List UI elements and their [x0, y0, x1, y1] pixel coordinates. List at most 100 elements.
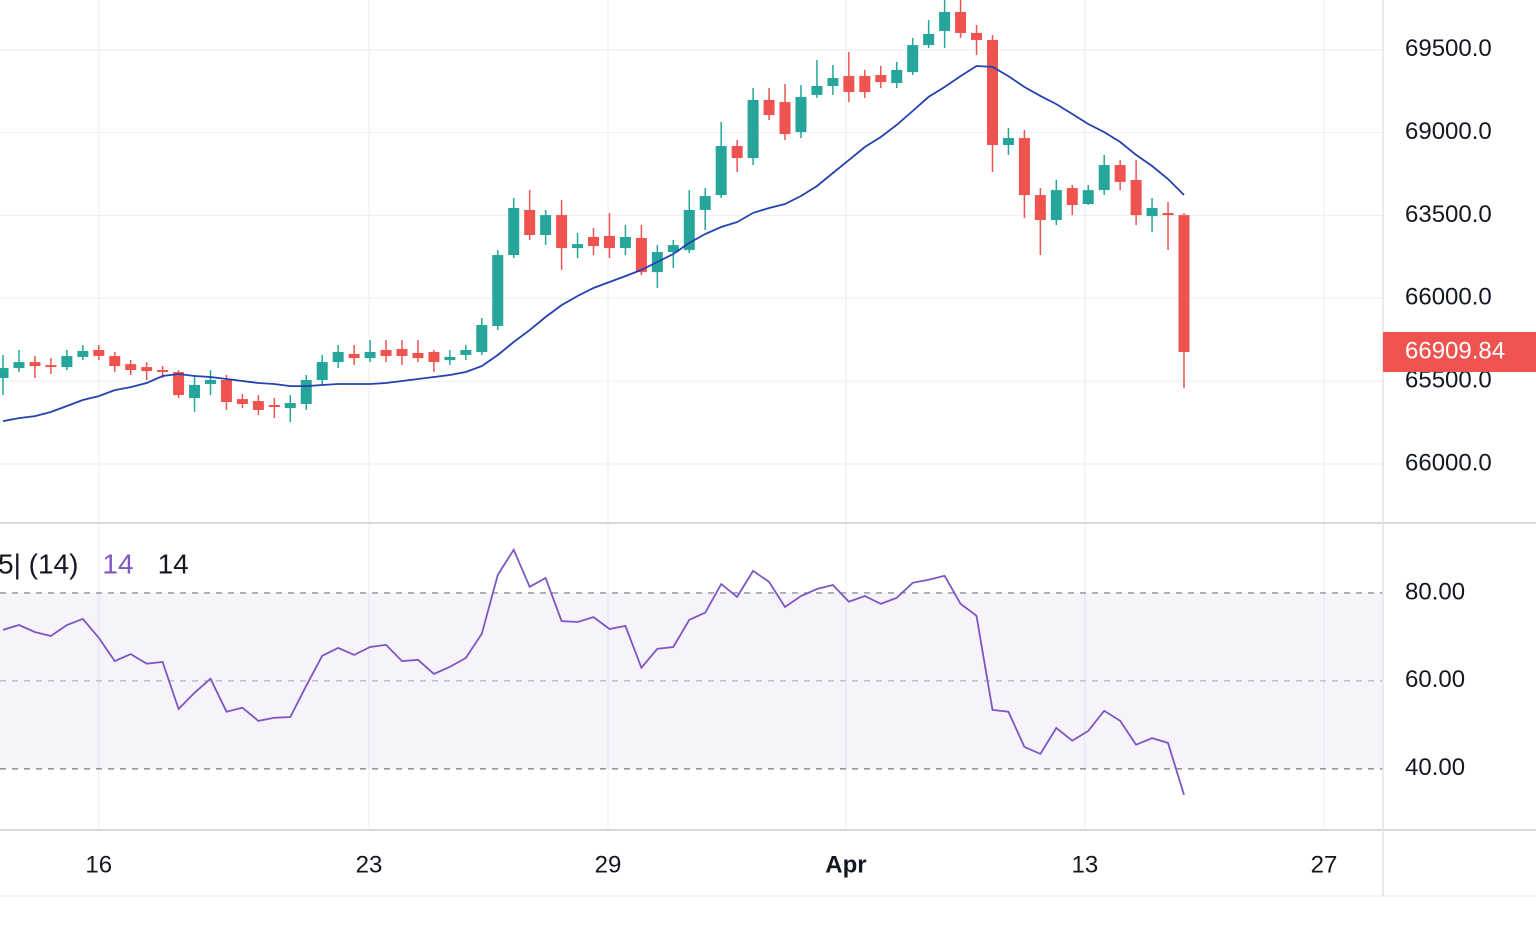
candle-body [1082, 190, 1094, 204]
candle-body [204, 379, 216, 384]
candle-body [1098, 165, 1110, 191]
y-tick-label: 66000.0 [1405, 449, 1492, 476]
candle-body [508, 207, 520, 256]
moving-average-line [2, 65, 1185, 422]
candle-body [220, 379, 232, 403]
candle-body [29, 362, 41, 367]
candle-body [348, 353, 360, 359]
candle-body [189, 384, 201, 399]
candle-body [859, 76, 871, 92]
candle-body [157, 370, 169, 373]
candle-body [667, 245, 679, 253]
y-tick-label: 60.00 [1405, 666, 1465, 693]
candle-body [316, 362, 328, 380]
x-tick-label: 16 [85, 851, 112, 878]
y-tick-label: 69000.0 [1405, 118, 1492, 145]
candle-body [971, 32, 983, 40]
candle-body [1114, 165, 1126, 182]
x-tick-label: 27 [1311, 851, 1338, 878]
candle-body [77, 350, 89, 357]
indicator-legend: 14 [158, 548, 189, 579]
candle-body [252, 401, 264, 410]
candle-body [0, 368, 9, 378]
candle-body [635, 237, 647, 273]
x-tick-label: Apr [825, 851, 866, 878]
candle-body [699, 196, 711, 210]
candle-body [891, 69, 903, 84]
candle-body [779, 102, 791, 135]
candle-body [460, 349, 472, 355]
candle-body [588, 236, 600, 247]
candle-body [492, 255, 504, 326]
candle-body [986, 39, 998, 145]
candle-body [556, 215, 568, 249]
candle-body [1034, 195, 1046, 221]
candle-body [731, 145, 743, 159]
candle-body [236, 399, 248, 405]
candle-body [524, 209, 536, 235]
candle-body [141, 367, 153, 372]
candle-body [428, 351, 440, 363]
candle-body [939, 11, 951, 31]
candle-body [843, 76, 855, 92]
candle-body [923, 33, 935, 46]
candle-body [1018, 138, 1030, 196]
candle-body [1002, 138, 1014, 145]
candle-body [683, 209, 695, 251]
candle-body [332, 351, 344, 363]
candle-body [1130, 179, 1142, 216]
candle-body [907, 45, 919, 73]
y-tick-label: 66000.0 [1405, 284, 1492, 311]
grid [0, 0, 1383, 830]
x-tick-label: 13 [1072, 851, 1099, 878]
candle-body [795, 96, 807, 133]
candle-body [300, 379, 312, 405]
candle-body [61, 355, 73, 368]
plot [0, 0, 1190, 796]
x-tick-label: 23 [356, 851, 383, 878]
candle-body [619, 236, 631, 249]
candle-body [747, 99, 759, 159]
candle-body [1050, 190, 1062, 221]
indicator-legend: 5| (14) [0, 548, 78, 579]
candle-body [763, 99, 775, 116]
candle-body [109, 355, 121, 367]
candle-body [125, 364, 137, 371]
last-price-tag [1383, 331, 1536, 372]
candle-body [540, 215, 552, 235]
candle-body [603, 235, 615, 249]
x-tick-label: 29 [595, 851, 622, 878]
candle-body [476, 324, 488, 352]
y-tick-label: 80.00 [1405, 578, 1465, 605]
candle-body [1146, 207, 1158, 217]
candle-body [811, 86, 823, 95]
candle-body [173, 372, 185, 396]
last-price-label: 66909.84 [1405, 337, 1505, 364]
candle-body [380, 349, 392, 356]
candle-body [396, 348, 408, 356]
candle-body [1066, 188, 1078, 205]
candle-body [268, 405, 280, 407]
candle-body [364, 351, 376, 359]
axes: 16 23 29 Apr 13 27 69500.0 69000.0 63500.0 66000.… [0, 35, 1536, 878]
candle-body [1178, 215, 1190, 352]
y-tick-label: 40.00 [1405, 754, 1465, 781]
candle-body [715, 145, 727, 196]
candle-body [13, 362, 25, 369]
indicator-legend: 14 [102, 548, 133, 579]
candle-body [444, 356, 456, 361]
candle-body [45, 365, 57, 368]
candle-body [1162, 212, 1174, 216]
candle-body [827, 78, 839, 87]
candle-body [93, 349, 105, 356]
candle-body [284, 403, 296, 408]
y-tick-label: 69500.0 [1405, 35, 1492, 62]
y-tick-label: 63500.0 [1405, 201, 1492, 228]
rsi-line [2, 547, 1185, 796]
candle-body [572, 244, 584, 249]
candle-body [875, 75, 887, 83]
candle-body [412, 352, 424, 359]
